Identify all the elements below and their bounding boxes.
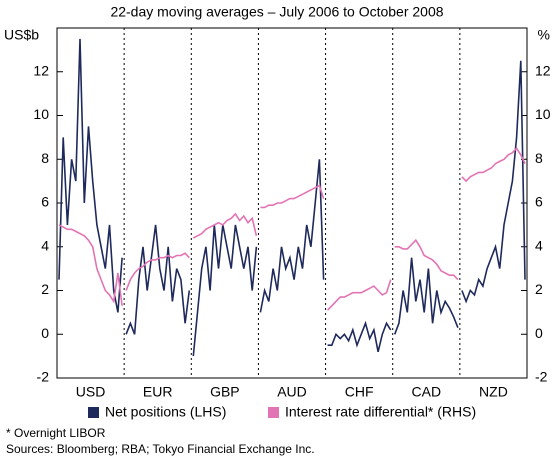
x-tick-label: NZD [479, 384, 508, 400]
y2-tick-label: 0 [535, 325, 543, 341]
series-line [125, 252, 190, 291]
y2-tick-label: 6 [535, 194, 543, 210]
x-tick-label: EUR [143, 384, 173, 400]
y-axis-label: US$b [4, 27, 39, 43]
series-line [259, 159, 325, 313]
legend-label: Net positions (LHS) [105, 404, 226, 420]
series-line [461, 60, 526, 304]
y2-axis-label: % [538, 27, 550, 43]
y-tick-label: 10 [33, 106, 49, 122]
series-line [394, 238, 459, 281]
y-tick-label: 12 [33, 62, 49, 78]
x-tick-label: CAD [412, 384, 442, 400]
y2-tick-label: 8 [535, 150, 543, 166]
y2-tick-label: 10 [535, 106, 551, 122]
y-tick-label: 6 [41, 194, 49, 210]
footnote: * Overnight LIBOR [6, 426, 106, 440]
x-tick-label: CHF [345, 384, 374, 400]
x-tick-label: AUD [277, 384, 307, 400]
series-line [461, 147, 526, 183]
series-line [58, 38, 123, 313]
y2-tick-label: -2 [535, 369, 548, 385]
y-tick-label: 8 [41, 150, 49, 166]
legend-label: Interest rate differential* (RHS) [285, 404, 476, 420]
series-line [58, 224, 123, 306]
y2-tick-label: 4 [535, 237, 543, 253]
legend-swatch [88, 407, 99, 418]
y2-tick-label: 12 [535, 62, 551, 78]
source: Sources: Bloomberg; RBA; Tokyo Financial… [6, 442, 315, 456]
x-tick-label: USD [76, 384, 106, 400]
x-tick-label: GBP [210, 384, 240, 400]
series-line [327, 320, 392, 352]
chart-subtitle: 22-day moving averages – July 2006 to Oc… [110, 4, 443, 20]
y-tick-label: 2 [41, 281, 49, 297]
y-tick-label: 0 [41, 325, 49, 341]
series-line [125, 224, 191, 335]
series-line [192, 224, 258, 357]
series-line [260, 184, 325, 209]
y-tick-label: -2 [37, 369, 50, 385]
y2-tick-label: 2 [535, 281, 543, 297]
legend-swatch [268, 407, 279, 418]
series-line [393, 257, 459, 335]
series-line [327, 279, 392, 311]
series-line [192, 212, 258, 239]
y-tick-label: 4 [41, 237, 49, 253]
